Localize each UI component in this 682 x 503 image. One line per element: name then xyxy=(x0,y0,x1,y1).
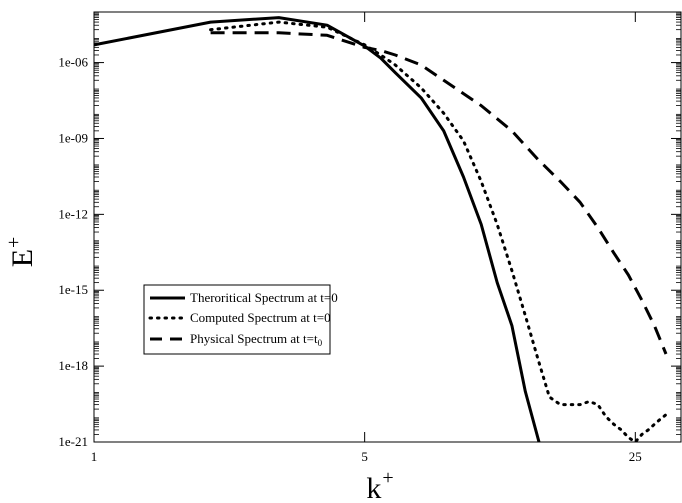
y-tick-label: 1e-21 xyxy=(58,434,88,449)
series-line-dashed xyxy=(210,31,668,355)
series-line-solid xyxy=(93,16,541,443)
legend-label-theoretical: Theroritical Spectrum at t=0 xyxy=(190,290,338,305)
y-axis-title: E+ xyxy=(3,237,39,268)
y-tick-label: 1e-06 xyxy=(58,55,88,70)
legend-label-physical-sub: 0 xyxy=(318,338,323,348)
legend-label-physical-main: Physical Spectrum at t=t xyxy=(190,331,318,346)
svg-text:E+: E+ xyxy=(3,237,39,268)
legend: Theroritical Spectrum at t=0 Computed Sp… xyxy=(143,284,338,355)
x-tick-label: 25 xyxy=(629,449,642,464)
axes xyxy=(93,11,682,443)
x-axis-title-sup: + xyxy=(382,467,393,489)
svg-text:k+: k+ xyxy=(366,467,393,503)
y-tick-label: 1e-15 xyxy=(58,282,88,297)
x-tick-label: 5 xyxy=(361,449,368,464)
legend-label-computed: Computed Spectrum at t=0 xyxy=(190,310,331,325)
x-axis-title: k+ xyxy=(366,467,393,503)
y-axis-title-main: E xyxy=(6,249,39,267)
y-tick-label: 1e-12 xyxy=(58,206,88,221)
plot-frame xyxy=(93,11,682,443)
tick-labels: 1e-06 1e-09 1e-12 1e-15 1e-18 1e-211 5 25 xyxy=(58,55,641,464)
series-layer xyxy=(93,16,668,444)
y-tick-label: 1e-18 xyxy=(58,358,88,373)
y-axis-title-sup: + xyxy=(3,237,25,248)
legend-label-physical: Physical Spectrum at t=t0 xyxy=(190,331,323,348)
series-line-dotted xyxy=(209,20,668,444)
x-tick-label: 1 xyxy=(91,449,98,464)
x-axis-title-main: k xyxy=(366,472,381,503)
y-tick-label: 1e-09 xyxy=(58,130,88,145)
